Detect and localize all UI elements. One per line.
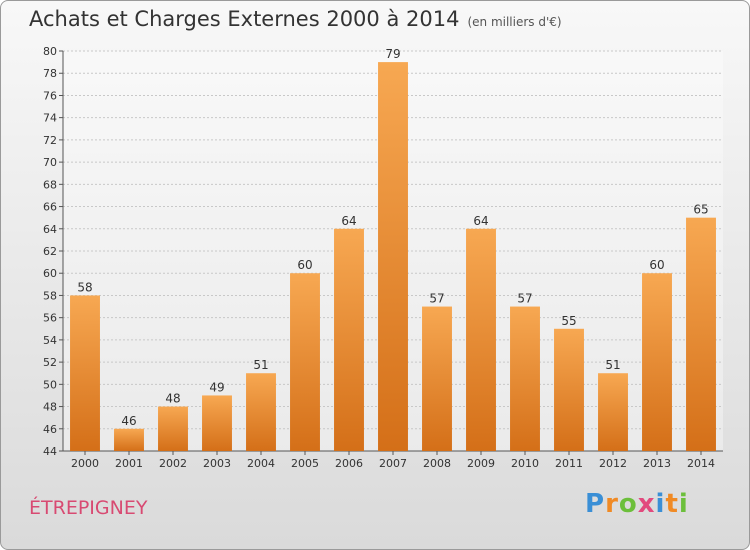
x-tick-label: 2006 <box>335 457 363 470</box>
commune-name: ÉTREPIGNEY <box>29 497 148 519</box>
bar <box>70 295 100 451</box>
y-tick-label: 56 <box>43 312 57 325</box>
x-tick-label: 2001 <box>115 457 143 470</box>
bar <box>422 306 452 451</box>
y-tick-label: 58 <box>43 289 57 302</box>
x-tick-label: 2007 <box>379 457 407 470</box>
bar <box>378 62 408 451</box>
y-tick-label: 46 <box>43 423 57 436</box>
bar <box>466 228 496 451</box>
y-tick-label: 78 <box>43 67 57 80</box>
x-tick-label: 2009 <box>467 457 495 470</box>
y-tick-label: 44 <box>43 445 57 458</box>
x-tick-label: 2008 <box>423 457 451 470</box>
bar <box>598 373 628 451</box>
chart-subtitle: (en milliers d'€) <box>467 15 562 29</box>
logo-letter: t <box>665 489 679 519</box>
y-tick-label: 50 <box>43 378 57 391</box>
x-tick-label: 2000 <box>71 457 99 470</box>
bar <box>290 273 320 451</box>
y-tick-label: 62 <box>43 245 57 258</box>
data-label: 57 <box>517 292 532 306</box>
x-tick-label: 2014 <box>687 457 715 470</box>
x-tick-label: 2002 <box>159 457 187 470</box>
y-tick-label: 66 <box>43 201 57 214</box>
bar <box>510 306 540 451</box>
bar <box>642 273 672 451</box>
data-label: 48 <box>165 392 180 406</box>
proxiti-logo: Proxiti <box>585 489 689 519</box>
y-tick-label: 74 <box>43 112 57 125</box>
data-label: 79 <box>385 47 400 61</box>
y-tick-label: 70 <box>43 156 57 169</box>
data-label: 65 <box>693 203 708 217</box>
logo-letter: o <box>618 489 638 519</box>
bar <box>158 406 188 451</box>
logo-letter: P <box>585 489 606 519</box>
y-tick-label: 48 <box>43 401 57 414</box>
data-label: 64 <box>341 214 356 228</box>
x-tick-label: 2012 <box>599 457 627 470</box>
y-tick-label: 68 <box>43 178 57 191</box>
bar <box>246 373 276 451</box>
x-tick-label: 2003 <box>203 457 231 470</box>
y-tick-label: 52 <box>43 356 57 369</box>
bar <box>554 328 584 451</box>
data-label: 58 <box>77 280 92 294</box>
x-tick-label: 2005 <box>291 457 319 470</box>
data-label: 51 <box>253 358 268 372</box>
data-label: 64 <box>473 214 488 228</box>
y-tick-label: 76 <box>43 89 57 102</box>
x-tick-label: 2013 <box>643 457 671 470</box>
logo-letter: i <box>655 489 666 519</box>
logo-letter: r <box>605 489 619 519</box>
chart-title: Achats et Charges Externes 2000 à 2014 (e… <box>29 7 562 31</box>
chart-title-text: Achats et Charges Externes 2000 à 2014 <box>29 7 460 31</box>
logo-letter: i <box>678 489 689 519</box>
y-tick-label: 64 <box>43 223 57 236</box>
y-tick-label: 54 <box>43 334 57 347</box>
bar <box>202 395 232 451</box>
data-label: 60 <box>649 258 664 272</box>
data-label: 49 <box>209 380 224 394</box>
x-tick-label: 2011 <box>555 457 583 470</box>
y-tick-label: 80 <box>43 45 57 58</box>
data-label: 51 <box>605 358 620 372</box>
data-label: 60 <box>297 258 312 272</box>
x-tick-label: 2010 <box>511 457 539 470</box>
bar <box>114 428 144 451</box>
data-label: 55 <box>561 314 576 328</box>
bar <box>334 228 364 451</box>
x-tick-label: 2004 <box>247 457 275 470</box>
data-label: 57 <box>429 292 444 306</box>
logo-letter: x <box>637 489 656 519</box>
bar <box>686 217 716 451</box>
y-tick-label: 72 <box>43 134 57 147</box>
y-tick-label: 60 <box>43 267 57 280</box>
data-label: 46 <box>121 414 136 428</box>
